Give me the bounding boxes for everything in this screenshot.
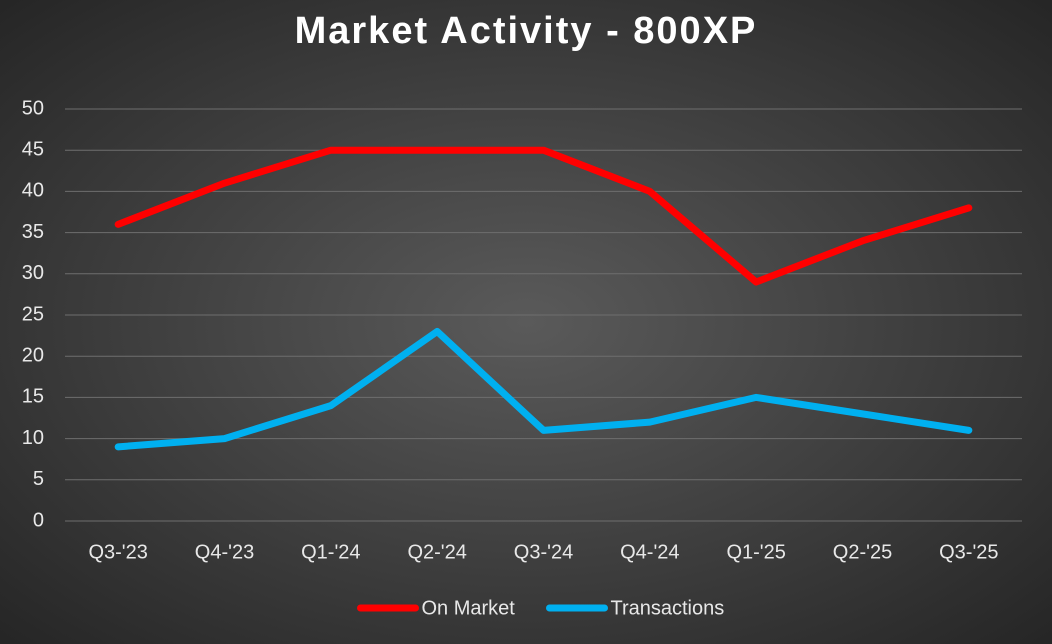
legend-label: On Market: [422, 597, 516, 619]
x-tick-label: Q4-'24: [620, 541, 679, 563]
y-tick-label: 50: [22, 97, 44, 119]
x-tick-label: Q1-'24: [301, 541, 360, 563]
x-tick-label: Q3-'24: [514, 541, 573, 563]
series-line: [114, 327, 973, 451]
chart-title: Market Activity - 800XP: [295, 10, 758, 52]
y-tick-label: 20: [22, 344, 44, 366]
legend-label: Transactions: [611, 597, 725, 619]
y-tick-label: 0: [33, 509, 44, 531]
x-tick-label: Q1-'25: [726, 541, 785, 563]
y-tick-label: 25: [22, 303, 44, 325]
y-tick-label: 10: [22, 427, 44, 449]
y-tick-label: 40: [22, 180, 44, 202]
x-tick-label: Q3-'25: [939, 541, 998, 563]
y-tick-label: 45: [22, 138, 44, 160]
x-tick-label: Q2-'24: [407, 541, 466, 563]
x-tick-label: Q3-'23: [88, 541, 147, 563]
series-line: [114, 146, 973, 286]
y-tick-label: 30: [22, 262, 44, 284]
x-tick-label: Q4-'23: [195, 541, 254, 563]
y-tick-label: 35: [22, 221, 44, 243]
x-tick-label: Q2-'25: [833, 541, 892, 563]
y-tick-label: 5: [33, 468, 44, 490]
y-tick-label: 15: [22, 386, 44, 408]
